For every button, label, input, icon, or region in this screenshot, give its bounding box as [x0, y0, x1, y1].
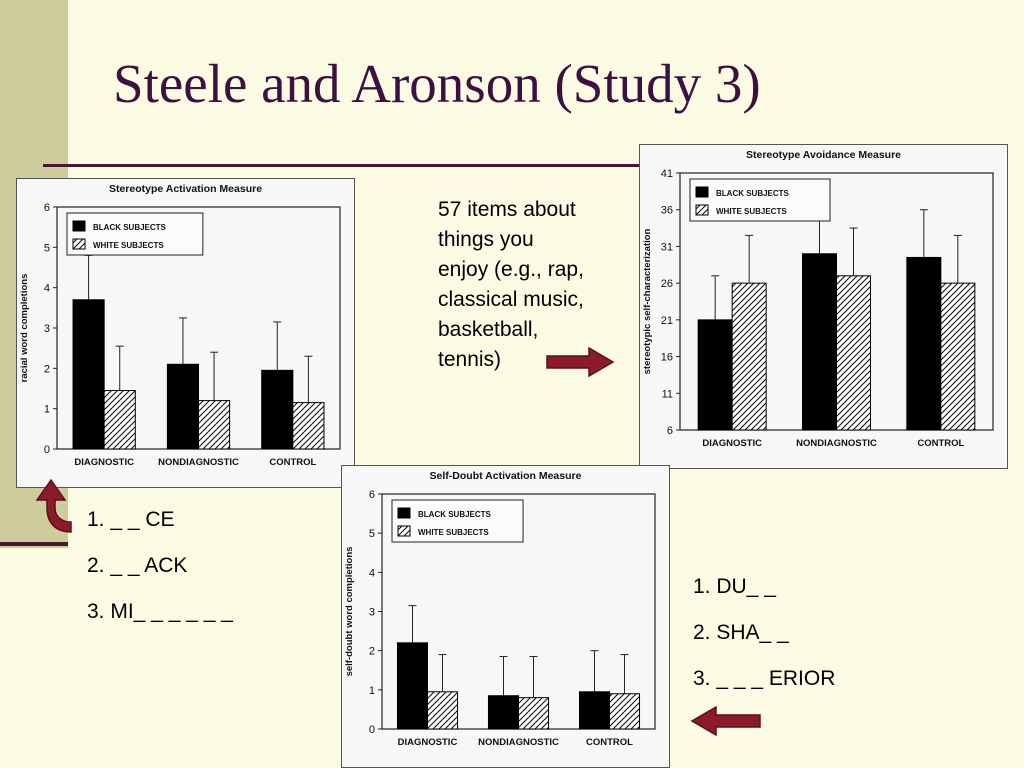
bar — [198, 400, 231, 450]
arrow-right-icon — [546, 347, 615, 377]
legend — [391, 499, 524, 543]
y-tick-label: 31 — [661, 241, 673, 253]
y-tick-label: 4 — [44, 283, 50, 295]
legend — [66, 212, 204, 256]
x-tick-label: DIAGNOSTIC — [702, 438, 762, 449]
curved-arrow-up-icon — [35, 478, 72, 533]
chart-svg: Stereotype Activation Measure 0 1 2 3 4 5 6 raci… — [19, 183, 341, 468]
legend-swatch — [397, 525, 411, 537]
slide-title: Steele and Aronson (Study 3) — [113, 53, 761, 114]
bar — [487, 695, 520, 730]
y-axis-label: racial word completions — [19, 274, 30, 383]
y-tick-label: 2 — [369, 646, 375, 658]
y-tick-label: 5 — [44, 242, 50, 254]
y-tick-label: 41 — [661, 168, 673, 180]
bar — [292, 402, 325, 450]
list-item: 2. _ _ ACK — [87, 554, 188, 577]
y-tick-label: 6 — [44, 202, 50, 214]
bar — [836, 275, 871, 431]
legend-swatch — [695, 186, 709, 198]
y-tick-label: 5 — [369, 528, 375, 540]
list-item: 3. MI_ _ _ _ _ _ — [87, 600, 233, 623]
list-item: 3. _ _ _ ERIOR — [693, 667, 836, 690]
chart-stereotype-activation: Stereotype Activation Measure 0 1 2 3 4 5 6 raci… — [16, 178, 355, 488]
y-tick-label: 11 — [662, 388, 673, 400]
chart-stereotype-avoidance: Stereotype Avoidance Measure 6 11 16 21 26 31 3… — [639, 144, 1008, 469]
y-tick-label: 6 — [369, 489, 375, 501]
bar — [427, 691, 459, 730]
bar — [697, 319, 733, 431]
x-tick-label: NONDIAGNOSTIC — [478, 737, 559, 748]
list-item: 2. SHA_ _ — [693, 621, 789, 644]
chart-svg: Self-Doubt Activation Measure 0 1 2 3 4 5 6 self… — [344, 470, 656, 748]
y-tick-label: 1 — [44, 404, 50, 416]
legend-swatch — [397, 507, 411, 519]
legend-label: WHITE SUBJECTS — [716, 207, 787, 216]
bar — [578, 691, 611, 730]
y-tick-label: 16 — [661, 352, 673, 364]
y-tick-label: 21 — [661, 315, 673, 327]
chart-self-doubt-activation: Self-Doubt Activation Measure 0 1 2 3 4 5 6 self… — [341, 465, 670, 768]
items-note: 57 items about things you enjoy (e.g., r… — [438, 198, 584, 371]
chart-svg: Stereotype Avoidance Measure 6 11 16 21 26 31 3… — [642, 149, 994, 449]
bar — [940, 282, 976, 431]
y-axis-label: stereotypic self-characterization — [642, 228, 653, 374]
y-axis-label: self-doubt word completions — [344, 547, 355, 677]
y-tick-label: 26 — [661, 278, 673, 290]
left-accent-rule — [0, 542, 68, 546]
y-tick-label: 6 — [667, 425, 673, 437]
legend — [689, 178, 831, 222]
bar — [731, 282, 767, 431]
chart-title: Stereotype Activation Measure — [109, 183, 262, 195]
bar — [103, 390, 136, 450]
bar — [396, 642, 429, 730]
y-tick-label: 0 — [44, 444, 50, 456]
chart-title: Stereotype Avoidance Measure — [746, 149, 901, 161]
legend-swatch — [72, 220, 86, 232]
arrow-left-icon — [690, 706, 761, 736]
bar — [261, 369, 294, 450]
bar — [609, 693, 641, 730]
y-tick-label: 3 — [44, 323, 50, 335]
legend-label: WHITE SUBJECTS — [93, 241, 164, 250]
y-tick-label: 36 — [661, 205, 673, 217]
y-tick-label: 4 — [369, 567, 375, 579]
list-item: 1. DU_ _ — [693, 575, 776, 598]
bar — [518, 697, 550, 730]
x-tick-label: NONDIAGNOSTIC — [796, 438, 877, 449]
x-tick-label: CONTROL — [269, 457, 316, 468]
chart-title: Self-Doubt Activation Measure — [430, 470, 582, 482]
legend-label: WHITE SUBJECTS — [418, 528, 489, 537]
bar — [166, 363, 199, 450]
list-item: 1. _ _ CE — [87, 508, 175, 531]
x-tick-label: DIAGNOSTIC — [398, 737, 458, 748]
legend-label: BLACK SUBJECTS — [93, 223, 167, 232]
y-tick-label: 2 — [44, 363, 50, 375]
x-tick-label: NONDIAGNOSTIC — [158, 457, 239, 468]
x-tick-label: DIAGNOSTIC — [74, 457, 134, 468]
legend-swatch — [72, 238, 86, 250]
legend-swatch — [695, 204, 709, 216]
x-tick-label: CONTROL — [586, 737, 633, 748]
x-tick-label: CONTROL — [917, 438, 964, 449]
bar — [906, 256, 942, 431]
bar — [802, 253, 837, 431]
y-tick-label: 1 — [369, 685, 375, 697]
word-fragment-list-racial: 1. _ _ CE 2. _ _ ACK 3. MI_ _ _ _ _ _ — [87, 506, 233, 644]
word-fragment-list-self-doubt: 1. DU_ _ 2. SHA_ _ 3. _ _ _ ERIOR — [693, 573, 835, 711]
title-underline — [43, 164, 643, 167]
bar — [72, 299, 105, 450]
y-tick-label: 0 — [369, 724, 375, 736]
legend-label: BLACK SUBJECTS — [716, 189, 790, 198]
y-tick-label: 3 — [369, 607, 375, 619]
legend-label: BLACK SUBJECTS — [418, 510, 492, 519]
